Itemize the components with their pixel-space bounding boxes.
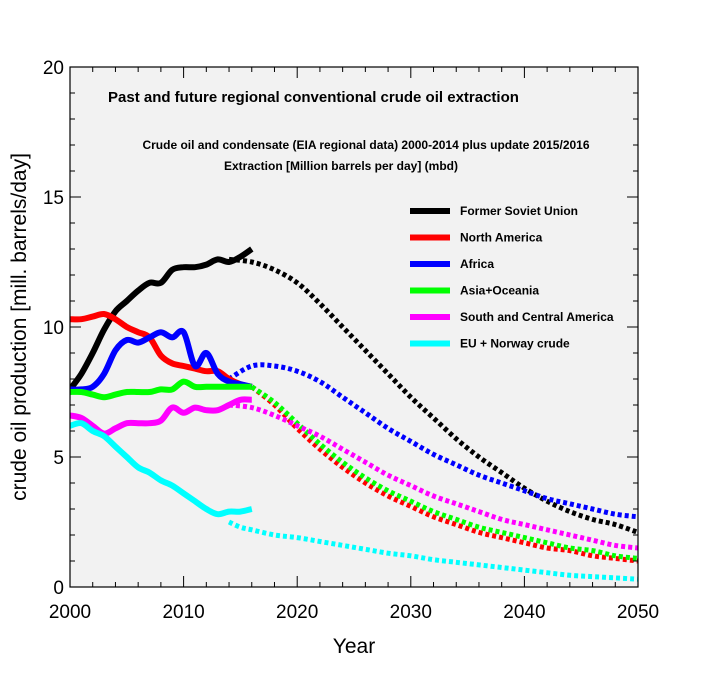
series-projection-africa	[227, 362, 638, 520]
x-tick-label: 2010	[162, 602, 204, 623]
chart-subtitle-line-1: Crude oil and condensate (EIA regional d…	[142, 138, 589, 152]
x-axis-ticks: 2000 2010 2020 2030 2040 2050	[49, 67, 659, 623]
series-historical-africa	[70, 327, 253, 393]
y-tick-label: 20	[43, 58, 64, 79]
legend-label: EU + Norway crude	[460, 337, 570, 351]
y-axis-title: crude oil production [mill. barrels/day]	[8, 153, 31, 501]
legend-label: Asia+Oceania	[460, 284, 539, 298]
y-tick-label: 15	[43, 188, 64, 209]
y-tick-label: 0	[53, 578, 64, 599]
x-tick-label: 2020	[276, 602, 318, 623]
series-projection-asia-oceania	[250, 384, 638, 561]
legend-label: North America	[460, 231, 543, 245]
x-tick-label: 2050	[617, 602, 659, 623]
y-axis-ticks: 0 5 10 15 20	[43, 58, 638, 599]
chart-title: Past and future regional conventional cr…	[108, 89, 519, 106]
legend-label: Former Soviet Union	[460, 204, 578, 218]
y-tick-label: 10	[43, 318, 64, 339]
series-projection-south-and-central-america	[228, 402, 638, 551]
x-tick-label: 2000	[49, 602, 91, 623]
x-axis-title: Year	[333, 635, 375, 658]
legend: Former Soviet Union North America Africa As…	[410, 204, 614, 351]
series-projection-eu-norway-crude	[227, 519, 638, 582]
y-tick-label: 5	[53, 448, 64, 469]
series-historical-north-america	[70, 310, 253, 390]
series-historical-asia-oceania	[70, 378, 252, 401]
legend-label: Africa	[460, 257, 494, 271]
series-historical-eu-norway-crude	[70, 420, 253, 518]
series-layer	[70, 246, 638, 582]
series-historical-former-soviet-union	[70, 246, 254, 392]
chart-subtitle-line-2: Extraction [Million barrels per day] (mb…	[224, 159, 458, 173]
x-tick-label: 2040	[503, 602, 545, 623]
x-tick-label: 2030	[390, 602, 432, 623]
series-projection-former-soviet-union	[228, 256, 638, 535]
legend-label: South and Central America	[460, 310, 614, 324]
